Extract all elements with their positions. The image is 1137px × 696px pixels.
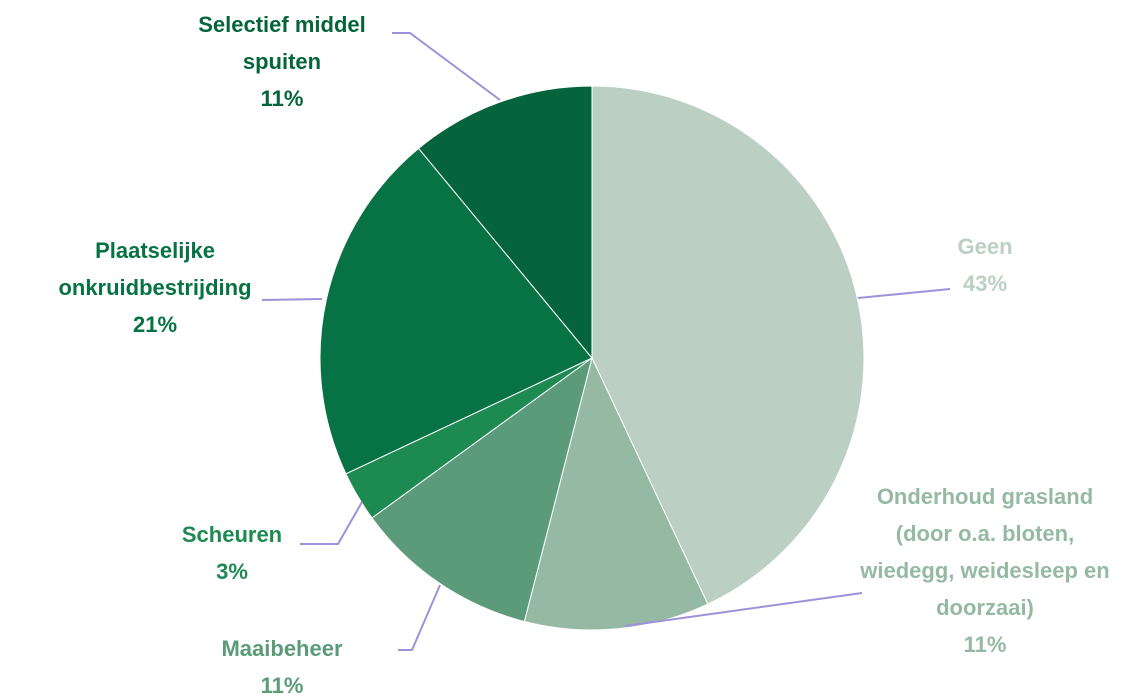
leader-line xyxy=(392,32,501,101)
data-label: Scheuren 3% xyxy=(152,516,312,590)
value-label: 21% xyxy=(132,312,178,337)
category-label: Plaatselijke onkruidbestrijding xyxy=(58,238,252,300)
category-label: Selectief middel spuiten xyxy=(198,12,366,74)
pie-slice xyxy=(523,356,709,631)
category-label: Geen xyxy=(957,234,1013,259)
value-label: 11% xyxy=(260,86,304,111)
leader-line xyxy=(261,298,323,301)
value-label: 43% xyxy=(962,271,1008,296)
data-label: Selectief middel spuiten 11% xyxy=(162,6,402,117)
data-label: Onderhoud grasland (door o.a. bloten, wi… xyxy=(860,478,1110,663)
category-label: Onderhoud grasland (door o.a. bloten, wi… xyxy=(860,484,1110,620)
leader-line xyxy=(398,584,441,651)
value-label: 3% xyxy=(216,559,248,584)
value-label: 11% xyxy=(963,632,1007,657)
data-label: Geen 43% xyxy=(885,228,1085,302)
pie-slice xyxy=(319,147,593,475)
category-label: Scheuren xyxy=(181,522,283,547)
leader-line xyxy=(300,501,363,545)
leader-line xyxy=(857,288,951,299)
leader-line xyxy=(624,592,863,627)
data-label: Plaatselijke onkruidbestrijding 21% xyxy=(30,232,280,343)
data-label: Maaibeheer 11% xyxy=(182,630,382,696)
category-label: Maaibeheer xyxy=(221,636,343,661)
pie-slice xyxy=(591,85,865,605)
value-label: 11% xyxy=(260,673,304,696)
pie-slice xyxy=(417,85,593,360)
pie-slice xyxy=(371,356,593,623)
